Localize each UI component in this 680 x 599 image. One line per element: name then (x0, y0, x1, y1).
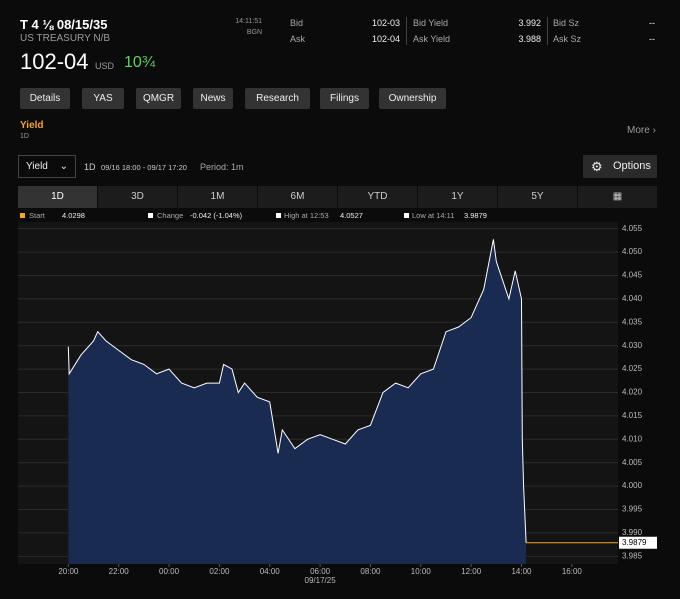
x-tick-label: 02:00 (209, 567, 230, 576)
x-tick-label: 10:00 (411, 567, 432, 576)
size-label: Ask Sz (553, 34, 582, 44)
yield-label: Ask Yield (413, 34, 451, 44)
date-range: 09/16 18:00 - 09/17 17:20 (101, 163, 187, 172)
last-label-box (619, 536, 657, 549)
last-price: 102-04 (20, 49, 89, 74)
nav-button[interactable]: QMGR (136, 88, 181, 109)
size-label: Bid Sz (553, 18, 580, 28)
chart: 3.985 3.990 3.995 4.000 4.005 4.010 4.015 4.020… (18, 222, 657, 585)
legend-label: Low at 14:11 (412, 211, 455, 220)
range-tab[interactable]: 1D (18, 186, 97, 208)
y-tick-label: 4.020 (622, 388, 643, 397)
y-tick-label: 4.040 (622, 294, 643, 303)
x-tick-label: 20:00 (58, 567, 79, 576)
security-name: US TREASURY N/B (20, 33, 111, 44)
options-button[interactable]: ⚙ Options (583, 155, 657, 178)
quote-price: 102-03 (371, 18, 400, 28)
range-tab[interactable]: 5Y (498, 186, 577, 208)
quote-time: 14:11:51 (235, 18, 262, 25)
x-tick-label: 16:00 (562, 567, 583, 576)
quote-size: -- (649, 34, 655, 44)
legend-swatch (148, 213, 153, 218)
quote-label: Bid (290, 18, 304, 28)
x-tick-label: 06:00 (310, 567, 331, 576)
quote-source: BGN (246, 29, 262, 36)
nav-button[interactable]: Ownership (379, 88, 446, 109)
x-tick-label: 22:00 (109, 567, 130, 576)
legend-value: 4.0527 (340, 211, 363, 220)
x-tick-label: 00:00 (159, 567, 180, 576)
x-tick-label: 14:00 (511, 567, 532, 576)
range-tab[interactable]: 1M (178, 186, 257, 208)
range-tab[interactable]: 3D (98, 186, 177, 208)
x-tick-label: 08:00 (360, 567, 381, 576)
nav-button[interactable]: YAS (82, 88, 124, 109)
range-tab[interactable]: 1Y (418, 186, 497, 208)
area-fill (68, 239, 527, 564)
y-tick-label: 3.985 (622, 551, 643, 560)
legend-label: High at 12:53 (284, 211, 329, 220)
section-period: 1D (20, 133, 29, 140)
legend-swatch (404, 213, 409, 218)
y-tick-label: 4.050 (622, 247, 643, 256)
y-tick-label: 4.005 (622, 458, 643, 467)
legend-value: 3.9879 (464, 211, 487, 220)
yield-line (67, 239, 527, 543)
last-label: 3.9879 (622, 538, 647, 547)
y-tick-label: 4.015 (622, 411, 643, 420)
more-text[interactable]: More (627, 125, 650, 136)
field-dropdown[interactable]: Yield ⌄ (18, 155, 76, 178)
more-link[interactable]: More › (627, 125, 656, 136)
legend-swatch (276, 213, 281, 218)
x-tick-label: 12:00 (461, 567, 482, 576)
interval: Period: 1m (200, 162, 244, 172)
currency: USD (95, 61, 115, 71)
price-change: 10¾ (124, 54, 156, 71)
y-tick-label: 3.995 (622, 505, 643, 514)
y-tick-label: 4.035 (622, 317, 643, 326)
y-tick-label: 4.030 (622, 341, 643, 350)
options-text[interactable]: Options (613, 160, 651, 172)
divider (406, 17, 407, 45)
nav-button[interactable]: Details (20, 88, 70, 109)
security-title: T 4 ⅛ 08/15/35 (20, 17, 108, 32)
field-text[interactable]: Yield (26, 161, 48, 172)
quote-yield: 3.988 (518, 34, 541, 44)
nav-button[interactable]: Filings (320, 88, 369, 109)
y-tick-label: 4.010 (622, 434, 643, 443)
legend-value: 4.0298 (62, 211, 85, 220)
quote-label: Ask (290, 34, 306, 44)
range-tab[interactable]: 6M (258, 186, 337, 208)
legend-label: Change (157, 211, 184, 220)
y-tick-label: 4.045 (622, 271, 643, 280)
nav-button[interactable]: Research (245, 88, 310, 109)
x-tick-label: 04:00 (260, 567, 281, 576)
y-tick-label: 3.990 (622, 528, 643, 537)
yield-label: Bid Yield (413, 18, 449, 28)
period: 1D (84, 162, 96, 172)
range-tab[interactable]: YTD (338, 186, 417, 208)
nav-button[interactable]: News (193, 88, 233, 109)
legend-value: -0.042 (-1.04%) (190, 211, 243, 220)
quote-size: -- (649, 18, 655, 28)
y-tick-label: 4.000 (622, 481, 643, 490)
calendar-tab[interactable]: ▦ (578, 186, 657, 208)
quote-price: 102-04 (371, 34, 400, 44)
legend-swatch (20, 213, 25, 218)
date-label: 09/17/25 (305, 576, 337, 585)
y-tick-label: 4.025 (622, 364, 643, 373)
y-tick-label: 4.055 (622, 224, 643, 233)
section-title: Yield (20, 120, 44, 131)
legend-label: Start (29, 211, 45, 220)
divider (547, 17, 548, 45)
quote-yield: 3.992 (518, 18, 541, 28)
